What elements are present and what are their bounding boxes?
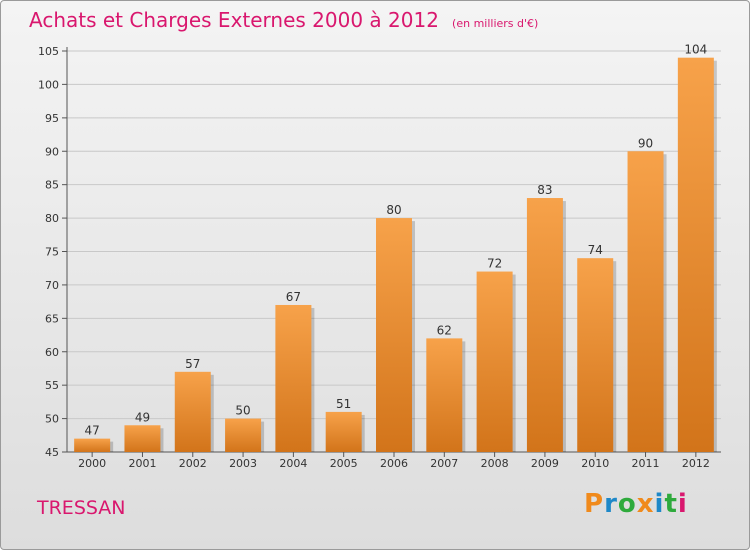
y-tick-label: 100: [38, 78, 59, 91]
y-tick-label: 80: [45, 212, 59, 225]
y-tick-label: 50: [45, 413, 59, 426]
x-tick-label: 2002: [179, 457, 207, 470]
data-labels: 47 49 57 50 67 51 80 62 72 83 74 90 104: [85, 43, 708, 438]
y-tick-label: 75: [45, 246, 59, 259]
y-tick-label: 65: [45, 312, 59, 325]
logo-letter: r: [604, 489, 618, 519]
data-label: 74: [588, 243, 603, 257]
bar-2002: [174, 371, 211, 452]
axes: 45 50 55 60 65 70 75 80 85 90 95 100 105 2000 2001 2002…: [38, 45, 721, 470]
bar-2006: [376, 218, 412, 452]
x-tick-label: 2009: [531, 457, 559, 470]
logo-letter: i: [654, 489, 665, 519]
proxiti-logo[interactable]: Proxiti: [584, 489, 688, 519]
x-tick-label: 2004: [279, 457, 307, 470]
y-tick-label: 70: [45, 279, 59, 292]
bar-2012: [677, 57, 714, 452]
x-tick-label: 2011: [632, 457, 660, 470]
data-label: 67: [286, 290, 301, 304]
y-tick-label: 60: [45, 346, 59, 359]
bar-2005: [325, 411, 362, 452]
data-label: 90: [638, 136, 653, 150]
y-tick-label: 105: [38, 45, 59, 58]
x-tick-label: 2007: [430, 457, 458, 470]
logo-letter: x: [636, 489, 655, 519]
data-label: 47: [85, 424, 100, 438]
data-label: 104: [684, 43, 707, 57]
data-label: 50: [235, 404, 250, 418]
bar-2007: [426, 338, 463, 452]
y-tick-label: 45: [45, 446, 59, 459]
bar-2011: [627, 151, 664, 452]
y-tick-label: 85: [45, 179, 59, 192]
title-row: Achats et Charges Externes 2000 à 2012 (…: [29, 8, 538, 32]
bar-2009: [526, 198, 563, 452]
x-tick-label: 2003: [229, 457, 257, 470]
logo-letter: o: [617, 489, 637, 519]
chart-subtitle: (en milliers d'€): [452, 17, 539, 30]
data-label: 80: [386, 203, 401, 217]
data-label: 72: [487, 257, 502, 271]
data-label: 49: [135, 410, 150, 424]
bar-2000: [74, 438, 111, 452]
logo-letter: i: [677, 489, 688, 519]
chart-title: Achats et Charges Externes 2000 à 2012: [29, 8, 439, 32]
bar-2003: [225, 418, 262, 452]
y-tick-label: 95: [45, 112, 59, 125]
x-tick-label: 2010: [581, 457, 609, 470]
x-tick-label: 2000: [78, 457, 106, 470]
bar-2004: [275, 304, 312, 452]
logo-letter: t: [664, 489, 678, 519]
y-tick-label: 55: [45, 379, 59, 392]
data-label: 51: [336, 397, 351, 411]
data-label: 57: [185, 357, 200, 371]
bar-2010: [577, 258, 614, 452]
data-label: 62: [437, 323, 452, 337]
x-tick-label: 2005: [330, 457, 358, 470]
data-label: 83: [537, 183, 552, 197]
x-tick-label: 2008: [481, 457, 509, 470]
y-tick-label: 90: [45, 145, 59, 158]
bar-2008: [476, 271, 513, 452]
x-tick-label: 2006: [380, 457, 408, 470]
bars: [74, 57, 717, 452]
logo-letter: P: [584, 489, 605, 519]
x-tick-label: 2001: [128, 457, 156, 470]
commune-name: TRESSAN: [37, 497, 126, 519]
x-tick-label: 2012: [682, 457, 710, 470]
bar-2001: [124, 425, 161, 452]
